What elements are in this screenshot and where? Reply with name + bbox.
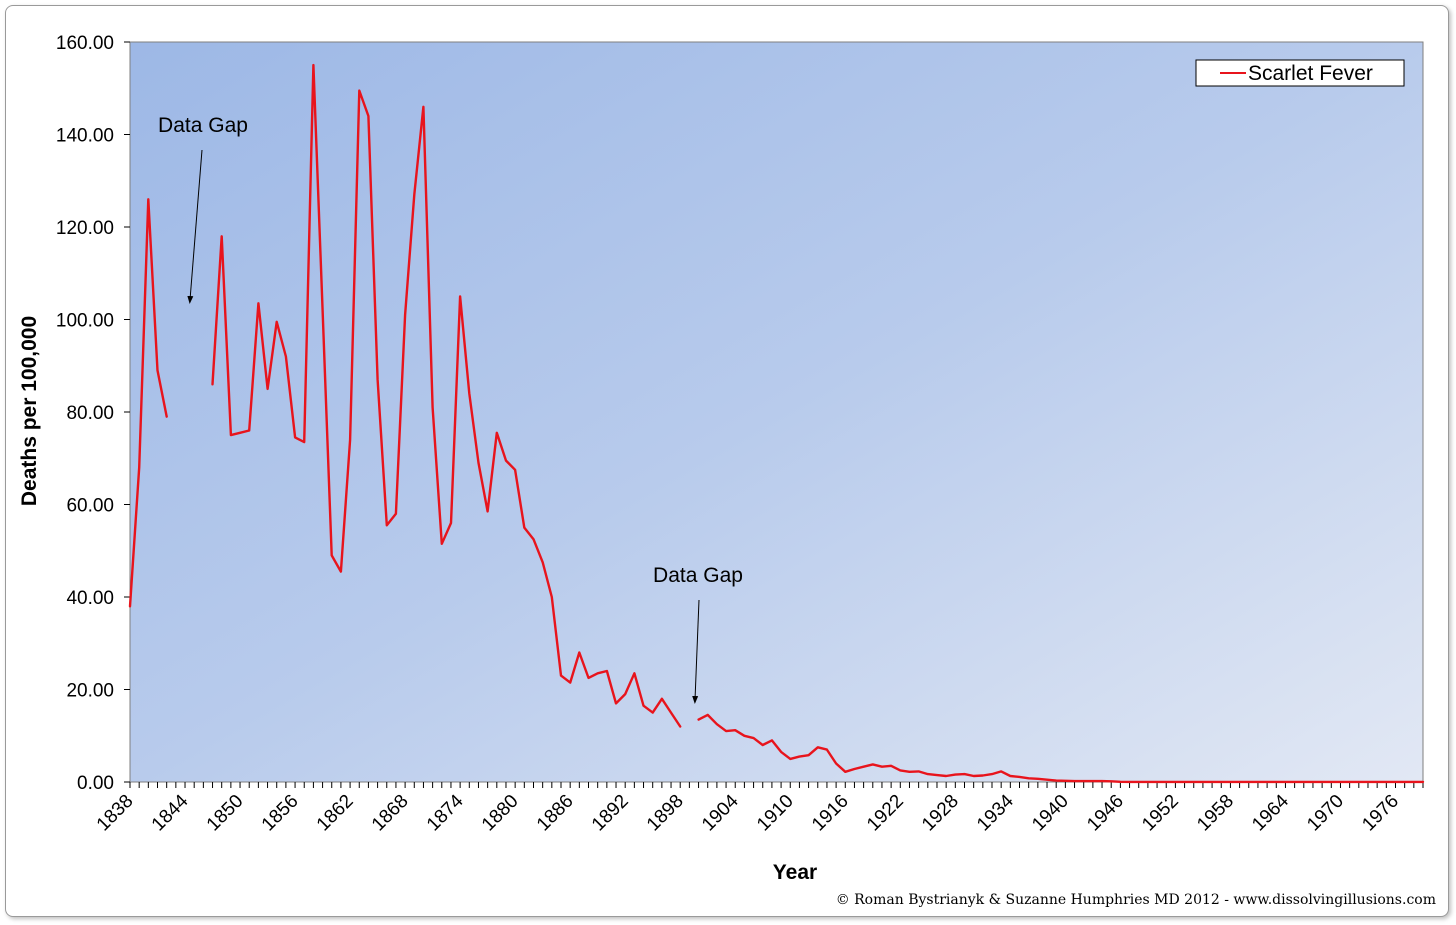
scarlet-fever-line-segment-3 — [697, 713, 1425, 784]
x-tick-label: 1916 — [808, 791, 853, 836]
scarlet-fever-line-segment-2 — [211, 63, 682, 728]
y-tick-label: 100.00 — [56, 311, 114, 332]
y-axis: 0.00 20.00 40.00 60.00 80.00 100.00 120.00 140.… — [56, 33, 130, 794]
x-tick-label: 1976 — [1358, 791, 1403, 836]
y-tick-label: 20.00 — [66, 681, 114, 702]
x-tick-label: 1856 — [258, 791, 303, 836]
x-tick-label: 1970 — [1303, 791, 1348, 836]
y-axis-title: Deaths per 100,000 — [18, 316, 41, 506]
data-gap-label-1: Data Gap — [158, 114, 248, 137]
x-tick-label: 1880 — [478, 791, 523, 836]
data-gap-annotation-1: Data Gap — [158, 114, 248, 304]
x-tick-label: 1946 — [1083, 791, 1128, 836]
x-tick-label: 1940 — [1028, 791, 1073, 836]
x-tick-label: 1904 — [698, 790, 743, 835]
legend-label: Scarlet Fever — [1248, 62, 1373, 85]
x-tick-label: 1886 — [533, 791, 578, 836]
x-tick-label: 1874 — [423, 790, 468, 835]
x-tick-label: 1868 — [368, 791, 413, 836]
x-tick-label: 1892 — [588, 791, 633, 836]
data-gap-label-2: Data Gap — [653, 564, 743, 587]
x-tick-label: 1928 — [918, 791, 963, 836]
x-tick-label: 1922 — [863, 791, 908, 836]
x-axis: 1838 1844 1850 1856 1862 1868 1874 1880 1886 1892… — [93, 782, 1424, 836]
x-tick-label: 1838 — [93, 791, 138, 836]
x-tick-label: 1862 — [313, 791, 358, 836]
y-tick-label: 140.00 — [56, 126, 114, 147]
series-layer — [128, 63, 1425, 784]
y-tick-label: 40.00 — [66, 588, 114, 609]
plot-area — [129, 41, 1424, 783]
x-tick-label: 1850 — [203, 791, 248, 836]
credit-text: © Roman Bystrianyk & Suzanne Humphries M… — [836, 892, 1436, 908]
data-gap-arrow-1 — [187, 149, 203, 304]
x-tick-label: 1910 — [753, 791, 798, 836]
y-tick-label: 80.00 — [66, 403, 114, 424]
legend: Scarlet Fever — [1195, 59, 1405, 87]
y-tick-label: 120.00 — [56, 218, 114, 239]
y-tick-label: 0.00 — [77, 773, 114, 794]
x-tick-label: 1844 — [148, 790, 193, 835]
x-tick-label: 1958 — [1193, 791, 1238, 836]
x-tick-label: 1934 — [973, 790, 1018, 835]
scarlet-fever-line-segment-1 — [128, 198, 168, 608]
data-gap-annotation-2: Data Gap — [653, 564, 743, 704]
y-tick-label: 160.00 — [56, 33, 114, 54]
x-axis-title: Year — [773, 861, 817, 884]
x-tick-label: 1964 — [1248, 790, 1293, 835]
data-gap-arrow-2 — [692, 599, 700, 704]
y-tick-label: 60.00 — [66, 496, 114, 517]
x-tick-label: 1952 — [1138, 791, 1183, 836]
x-tick-label: 1898 — [643, 791, 688, 836]
